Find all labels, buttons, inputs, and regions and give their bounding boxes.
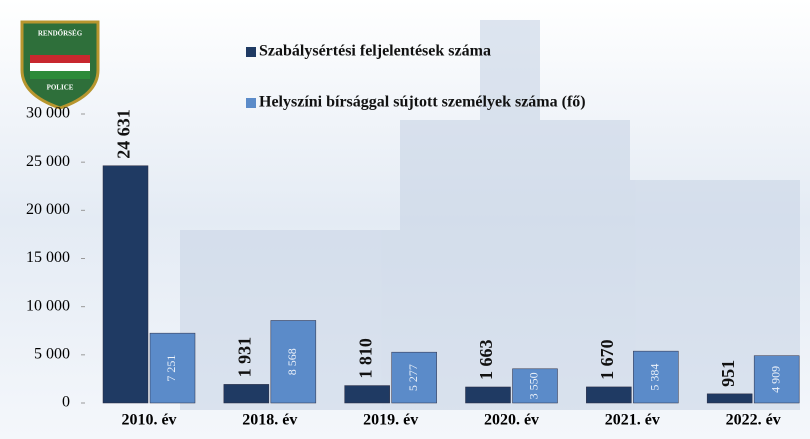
value-label: 4 909 (768, 366, 782, 393)
y-tick-label: 0 (62, 394, 70, 411)
y-tick-label: 20 000 (26, 201, 70, 218)
bar (223, 384, 270, 404)
y-tick-label: 25 000 (26, 153, 70, 170)
bar (753, 355, 800, 404)
y-tick-label: 15 000 (26, 249, 70, 266)
value-label: 3 550 (527, 372, 541, 399)
y-tick-label: 30 000 (26, 105, 70, 122)
value-label: 5 277 (406, 364, 420, 391)
legend-swatch (246, 47, 256, 57)
x-tick-label: 2019. év (363, 412, 418, 429)
y-tick-label: 10 000 (26, 297, 70, 314)
x-tick-label: 2010. év (121, 412, 176, 429)
bar (512, 368, 558, 404)
x-tick-label: 2020. év (484, 412, 539, 429)
logo: RENDŐRSÉG POLICE (20, 20, 100, 110)
legend-label: Helyszíni bírsággal sújtott személyek sz… (259, 94, 586, 111)
value-label: 951 (718, 360, 738, 387)
value-label: 1 810 (355, 338, 375, 379)
x-tick-label: 2022. év (726, 412, 781, 429)
value-label: 1 670 (597, 339, 617, 380)
bar (391, 351, 437, 404)
bar (149, 332, 196, 404)
value-label: 7 251 (164, 355, 178, 382)
value-label: 8 568 (285, 348, 299, 375)
logo-text: RENDŐRSÉG (38, 30, 83, 38)
value-label: 24 631 (114, 109, 134, 159)
bar (102, 165, 149, 404)
x-tick-label: 2018. év (242, 412, 297, 429)
legend-label: Szabálysértési feljelentések száma (259, 43, 491, 60)
bar (270, 320, 317, 404)
logo-text: POLICE (47, 84, 74, 92)
value-label: 5 384 (648, 364, 662, 391)
bar (465, 386, 511, 404)
bar (706, 393, 753, 404)
value-label: 1 931 (234, 337, 254, 377)
value-label: 1 663 (476, 339, 496, 380)
y-tick-label: 5 000 (34, 346, 70, 363)
bar (633, 350, 679, 404)
bar (344, 385, 390, 404)
legend-swatch (246, 98, 256, 108)
bar (586, 386, 632, 404)
x-tick-label: 2021. év (605, 412, 660, 429)
